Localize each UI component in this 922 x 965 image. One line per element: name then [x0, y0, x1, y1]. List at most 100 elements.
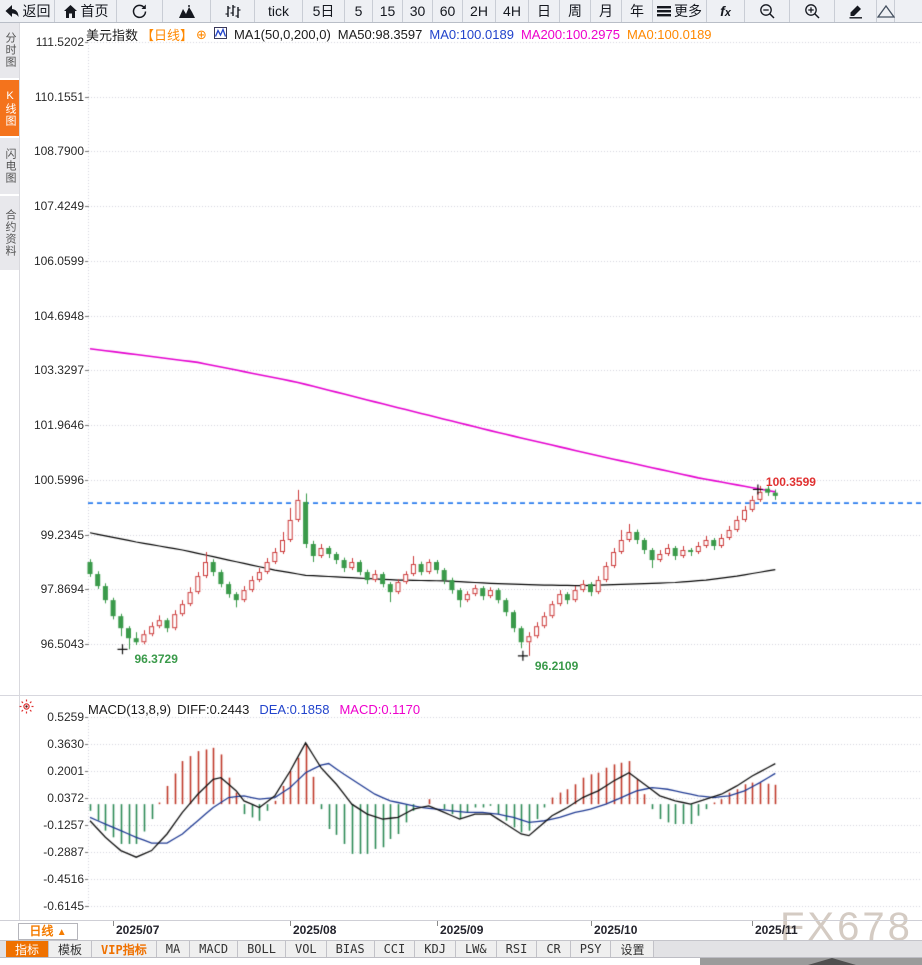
interval-2h-button[interactable]: 2H: [463, 0, 496, 22]
chart-style-icon[interactable]: [213, 27, 227, 42]
tab-设置[interactable]: 设置: [611, 941, 655, 957]
toolbar-item-label: 5: [354, 3, 363, 19]
home-icon: [63, 4, 78, 19]
toolbar-item-label: 30: [409, 3, 426, 19]
toolbar-item-label: 60: [439, 3, 456, 19]
fx-indicator-button[interactable]: fx: [707, 0, 745, 22]
sidebar-item-contract-info[interactable]: 合约资料: [0, 196, 19, 270]
interval-tick-button[interactable]: tick: [255, 0, 303, 22]
price-axis-label: 108.7900: [33, 144, 84, 159]
zoom-out-button[interactable]: [745, 0, 790, 22]
toolbar-item-label: 日: [537, 3, 551, 19]
date-axis-label: 2025/11: [755, 923, 798, 937]
ma0-value-orange: MA0:100.0189: [626, 27, 712, 42]
date-axis-label: 2025/09: [440, 923, 484, 937]
sidebar-item-lightning-chart[interactable]: 闪电图: [0, 138, 19, 194]
price-axis-label: 103.3297: [33, 363, 84, 378]
tab-bias[interactable]: BIAS: [326, 941, 375, 957]
date-axis-tick: [752, 921, 753, 926]
interval-60-button[interactable]: 60: [433, 0, 463, 22]
date-axis-label: 2025/07: [116, 923, 160, 937]
price-annotation: 100.3599: [765, 475, 816, 490]
toolbar-item-label: 月: [599, 3, 613, 19]
interval-month-button[interactable]: 月: [591, 0, 622, 22]
sidebar-item-kline-chart[interactable]: K线图: [0, 80, 19, 136]
period-select-button[interactable]: 日线 ▲: [18, 923, 78, 940]
zoom-in-button[interactable]: [790, 0, 835, 22]
interval-week-button[interactable]: 周: [560, 0, 591, 22]
instrument-name: 美元指数: [86, 28, 139, 43]
interval-5d-button[interactable]: 5日: [303, 0, 345, 22]
chart-type-sidebar: 分时图 K线图闪电图合约资料: [0, 22, 19, 272]
macd-axis-label: -0.4516: [43, 872, 84, 886]
toolbar-item-label: 5日: [312, 3, 335, 19]
interval-30-button[interactable]: 30: [403, 0, 433, 22]
tab-psy[interactable]: PSY: [570, 941, 612, 957]
price-axis-label: 97.8694: [40, 582, 84, 597]
tab-模板[interactable]: 模板: [49, 941, 93, 957]
macd-axis-label: -0.6145: [43, 899, 84, 913]
menu-icon: [657, 5, 671, 17]
macd-axis-label: 0.2001: [47, 763, 84, 778]
indicator-settings-icon[interactable]: [19, 699, 34, 719]
toolbar-item-label: 2H: [470, 3, 488, 19]
tab-lw[interactable]: LW&: [455, 941, 497, 957]
tab-kdj[interactable]: KDJ: [415, 941, 456, 957]
toolbar-item-label: 首页: [80, 3, 109, 19]
price-axis-label: 99.2345: [40, 527, 84, 542]
area-chart-icon: [178, 4, 196, 19]
home-button[interactable]: 首页: [55, 0, 117, 22]
date-axis-tick: [113, 921, 114, 926]
macd-settings-label: MACD(13,8,9): [88, 701, 172, 717]
zoom-out-icon: [759, 3, 776, 20]
tab-vip指标[interactable]: VIP指标: [92, 941, 157, 957]
price-annotation: 96.2109: [534, 658, 579, 673]
date-axis-row: 日线 ▲ 2025/07 2025/08 2025/09 2025/10 2025/11: [0, 920, 922, 940]
sidebar-item-time-chart[interactable]: 分时图: [0, 22, 19, 78]
ma-settings-label: MA1(50,0,200,0): [233, 27, 331, 42]
tab-vol[interactable]: VOL: [285, 941, 327, 957]
tab-cr[interactable]: CR: [537, 941, 571, 957]
volume-chart-button[interactable]: [211, 0, 255, 22]
toolbar-item-label: 周: [568, 3, 582, 19]
price-axis-label: 106.0599: [33, 253, 84, 268]
volume-bars-icon: [225, 4, 241, 19]
toolbar-item-label: 4H: [503, 3, 521, 19]
shape-button[interactable]: [876, 0, 895, 22]
tab-macd[interactable]: MACD: [190, 941, 239, 957]
more-button[interactable]: 更多: [653, 0, 707, 22]
period-tag: 【日线】: [141, 28, 194, 43]
macd-axis-label: -0.2887: [43, 845, 84, 859]
interval-year-button[interactable]: 年: [622, 0, 653, 22]
tab-cci[interactable]: CCI: [374, 941, 416, 957]
macd-axis-label: 0.0372: [47, 790, 84, 805]
interval-5-button[interactable]: 5: [345, 0, 373, 22]
add-compare-icon[interactable]: ⊕: [196, 26, 207, 42]
macd-axis-label: 0.5259: [47, 710, 84, 724]
price-axis-label: 104.6948: [33, 308, 84, 323]
top-toolbar: 返回 首页 tick 5日 5 15 30 60 2H 4H 日 周 月 年 更多 fx: [0, 0, 922, 23]
area-chart-button[interactable]: [163, 0, 211, 22]
back-arrow-icon: [4, 4, 20, 19]
date-axis-label: 2025/08: [293, 923, 337, 937]
price-axis-label: 107.4249: [33, 199, 84, 214]
interval-15-button[interactable]: 15: [373, 0, 403, 22]
interval-day-button[interactable]: 日: [529, 0, 560, 22]
tab-ma[interactable]: MA: [156, 941, 191, 957]
toolbar-item-label: 年: [630, 3, 644, 19]
back-button[interactable]: 返回: [0, 0, 55, 22]
macd-value: MACD:0.1170: [339, 701, 421, 717]
macd-axis-label: 0.3630: [47, 736, 84, 751]
price-annotation: 96.3729: [134, 652, 178, 667]
draw-button[interactable]: [835, 0, 877, 22]
horizontal-scrollbar-handle[interactable]: [700, 958, 922, 965]
tab-boll[interactable]: BOLL: [238, 941, 286, 957]
tab-指标[interactable]: 指标: [6, 941, 50, 957]
tab-rsi[interactable]: RSI: [496, 941, 538, 957]
interval-4h-button[interactable]: 4H: [496, 0, 529, 22]
refresh-button[interactable]: [117, 0, 163, 22]
caret-up-icon: ▲: [56, 927, 67, 938]
date-axis-tick: [591, 921, 592, 926]
triangle-icon: [876, 4, 895, 19]
